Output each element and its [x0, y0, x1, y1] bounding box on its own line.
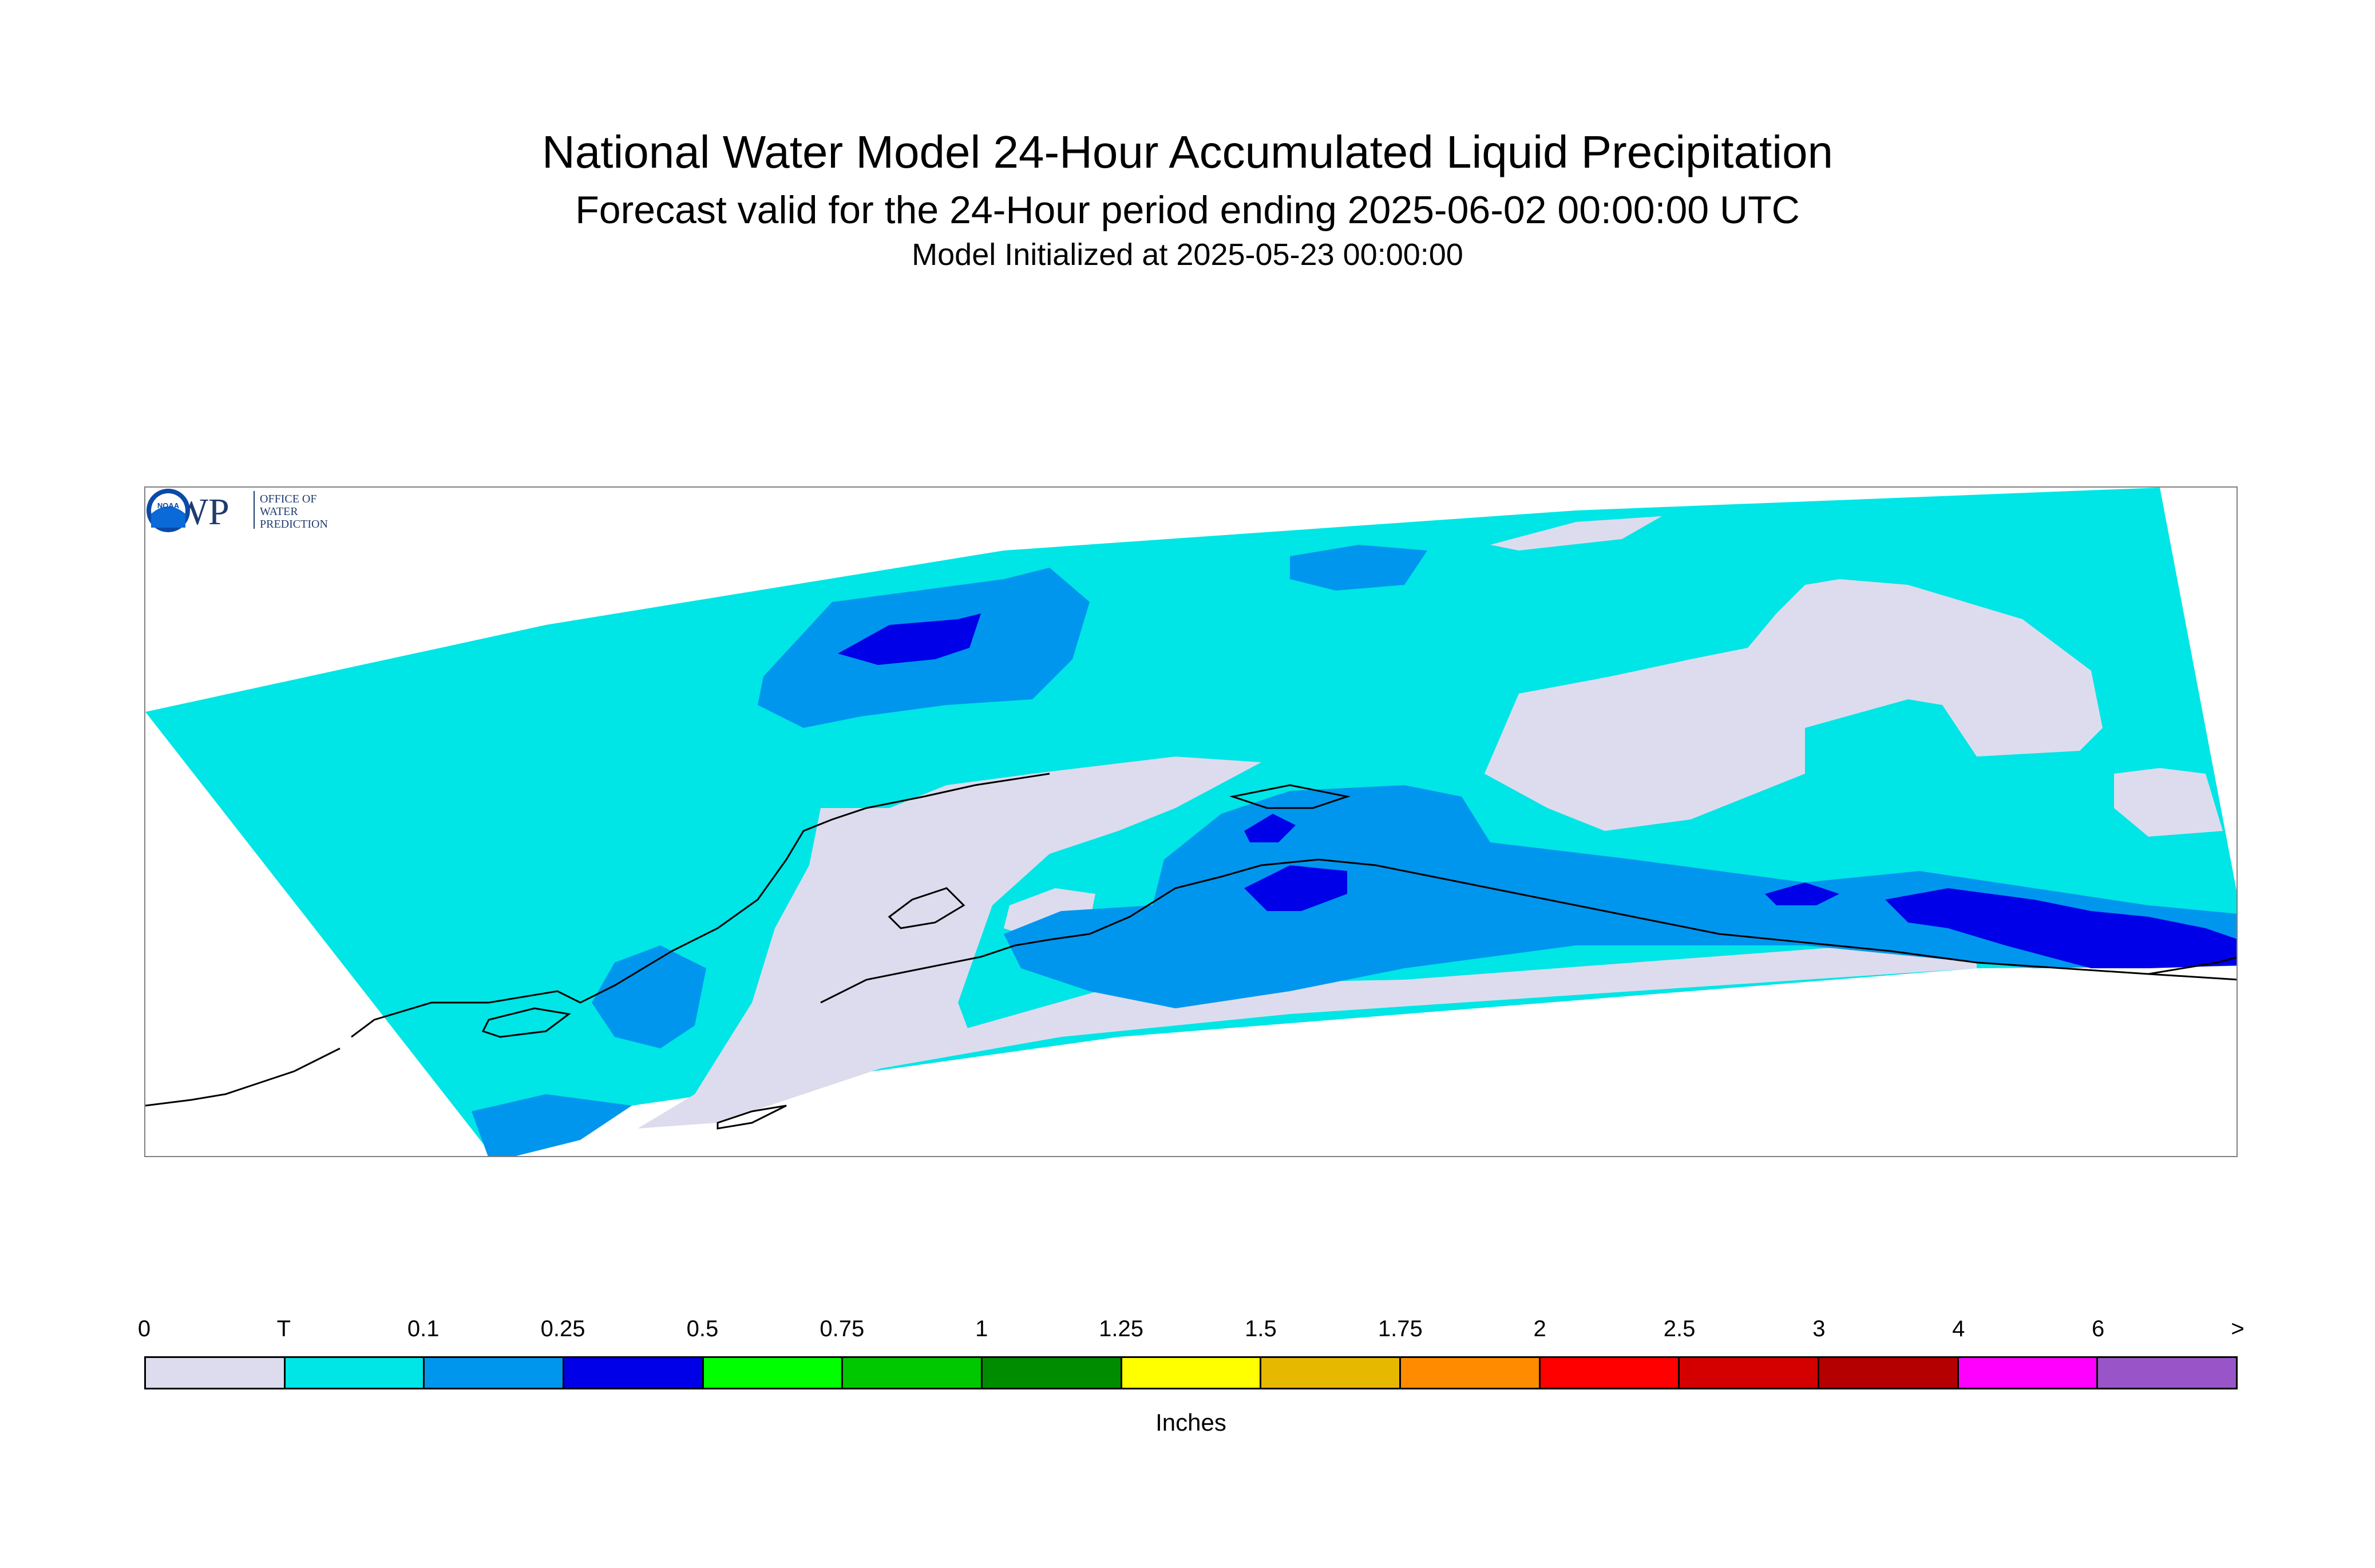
colorbar-swatch	[1122, 1358, 1262, 1388]
coastline-2	[820, 858, 2237, 1004]
colorbar-swatch	[146, 1358, 286, 1388]
colorbar-swatch	[1680, 1358, 1820, 1388]
legend-tick-label: 0.25	[540, 1316, 585, 1341]
legend-tick-label: 6	[2092, 1316, 2105, 1341]
legend-tick-label: 1.5	[1245, 1316, 1277, 1341]
colorbar-swatch	[843, 1358, 983, 1388]
coastline-8	[2148, 956, 2237, 975]
precipitation-map: OWP OFFICE OF WATER PREDICTION NOAA	[144, 486, 2238, 1157]
owp-logo-line-3: PREDICTION	[260, 518, 328, 530]
coastline-4	[481, 1007, 571, 1038]
legend-tick-label: 3	[1812, 1316, 1826, 1341]
noaa-logo-text: NOAA	[157, 501, 180, 510]
region-tenth-west	[592, 945, 706, 1048]
coastline-5	[888, 887, 965, 929]
coastline-3	[145, 1047, 341, 1107]
legend-tick-label: 0.1	[407, 1316, 440, 1341]
legend-tick-label: 2.5	[1663, 1316, 1696, 1341]
colorbar-swatch	[1819, 1358, 1959, 1388]
region-zero-ne	[1490, 516, 1662, 551]
legend-tick-label: T	[276, 1316, 291, 1341]
region-quarter-north	[838, 613, 981, 665]
colorbar-swatch	[703, 1358, 844, 1388]
noaa-logo: NOAA	[147, 489, 190, 532]
legend: 0 T 0.1 0.25 0.5 0.75 1 1.25 1.5 1.75 2 2.5 3 4 6 > Inc…	[138, 1316, 2245, 1454]
legend-tick-label: 0	[137, 1316, 151, 1341]
region-zero-south	[775, 940, 1977, 1083]
coastline-1	[351, 773, 1050, 1038]
region-quarter-far-east	[1885, 888, 2237, 968]
colorbar-swatch	[2098, 1358, 2237, 1388]
colorbar-swatch	[983, 1358, 1122, 1388]
legend-tick-label: 4	[1952, 1316, 1965, 1341]
colorbar-swatch	[1261, 1358, 1402, 1388]
colorbar-swatch	[1958, 1358, 2099, 1388]
legend-tick-label: 1	[975, 1316, 988, 1341]
region-zero-east	[1485, 579, 2103, 831]
region-quarter-blob	[1244, 814, 1296, 842]
colorbar	[144, 1356, 2238, 1389]
legend-tick-label: 0.75	[820, 1316, 865, 1341]
coastline-7	[717, 1104, 787, 1130]
map-canvas	[145, 488, 2237, 1156]
colorbar-swatch	[285, 1358, 425, 1388]
region-quarter-east	[1765, 882, 1839, 905]
legend-tick-label: 0.5	[686, 1316, 719, 1341]
legend-unit: Inches	[1155, 1409, 1226, 1436]
region-zero-peninsula	[638, 757, 1261, 1129]
region-tenth-ne	[1290, 545, 1427, 591]
legend-tick-label: 1.25	[1099, 1316, 1143, 1341]
model-init-time: Model Initialized at 2025-05-23 00:00:00	[912, 237, 1463, 272]
legend-tick-label: 1.75	[1378, 1316, 1423, 1341]
region-zero-eastedge	[2114, 768, 2223, 837]
region-tenth-central	[1004, 785, 2237, 1008]
region-trace	[145, 488, 2237, 1156]
legend-tick-label: >	[2231, 1316, 2245, 1341]
owp-logo-line-1: OFFICE OF	[260, 493, 316, 505]
map-subtitle: Forecast valid for the 24-Hour period en…	[575, 188, 1800, 232]
map-title: National Water Model 24-Hour Accumulated…	[542, 126, 1833, 177]
legend-tick-label: 2	[1533, 1316, 1546, 1341]
region-tenth-sw	[472, 1094, 632, 1156]
colorbar-swatch	[425, 1358, 565, 1388]
coastline-6	[1229, 784, 1351, 809]
owp-logo-line-2: WATER	[260, 505, 298, 518]
colorbar-swatch	[1540, 1358, 1680, 1388]
colorbar-swatch	[564, 1358, 704, 1388]
colorbar-swatch	[1401, 1358, 1541, 1388]
region-quarter-central	[1244, 865, 1347, 911]
